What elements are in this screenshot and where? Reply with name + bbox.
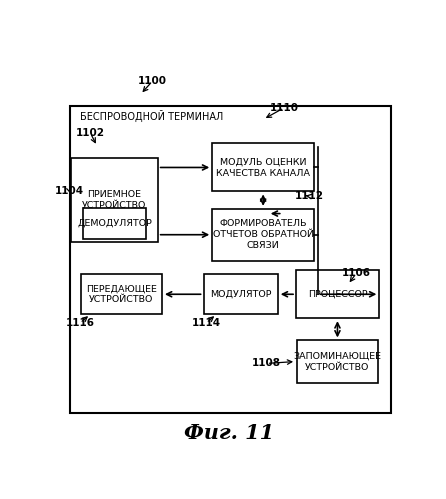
Text: ФОРМИРОВАТЕЛЬ
ОТЧЕТОВ ОБРАТНОЙ
СВЯЗИ: ФОРМИРОВАТЕЛЬ ОТЧЕТОВ ОБРАТНОЙ СВЯЗИ — [213, 219, 314, 250]
Text: 1102: 1102 — [76, 128, 105, 138]
FancyBboxPatch shape — [297, 340, 378, 383]
FancyBboxPatch shape — [212, 143, 314, 192]
Text: 1106: 1106 — [342, 268, 371, 278]
FancyBboxPatch shape — [71, 158, 158, 243]
FancyBboxPatch shape — [83, 208, 146, 239]
FancyBboxPatch shape — [70, 106, 391, 413]
Text: ПЕРЕДАЮЩЕЕ
УСТРОЙСТВО: ПЕРЕДАЮЩЕЕ УСТРОЙСТВО — [86, 284, 157, 304]
Text: Фиг. 11: Фиг. 11 — [183, 423, 274, 443]
Text: МОДУЛЯТОР: МОДУЛЯТОР — [210, 290, 272, 299]
Text: ЗАПОМИНАЮЩЕЕ
УСТРОЙСТВО: ЗАПОМИНАЮЩЕЕ УСТРОЙСТВО — [293, 351, 381, 372]
Text: 1104: 1104 — [55, 186, 84, 196]
Text: ПРОЦЕССОР: ПРОЦЕССОР — [308, 290, 367, 299]
Text: 1114: 1114 — [191, 318, 221, 328]
FancyBboxPatch shape — [296, 270, 379, 318]
Text: МОДУЛЬ ОЦЕНКИ
КАЧЕСТВА КАНАЛА: МОДУЛЬ ОЦЕНКИ КАЧЕСТВА КАНАЛА — [216, 157, 310, 178]
Text: 1100: 1100 — [138, 76, 167, 86]
Text: 1112: 1112 — [295, 191, 324, 201]
FancyBboxPatch shape — [203, 274, 278, 314]
Text: ДЕМОДУЛЯТОР: ДЕМОДУЛЯТОР — [77, 219, 152, 228]
Text: ПРИЕМНОЕ
УСТРОЙСТВО: ПРИЕМНОЕ УСТРОЙСТВО — [83, 190, 147, 210]
Text: 1116: 1116 — [66, 318, 95, 328]
FancyBboxPatch shape — [81, 274, 162, 314]
Text: БЕСПРОВОДНОЙ ТЕРМИНАЛ: БЕСПРОВОДНОЙ ТЕРМИНАЛ — [80, 110, 223, 122]
Text: 1110: 1110 — [269, 103, 298, 113]
FancyBboxPatch shape — [212, 209, 314, 260]
Text: 1108: 1108 — [252, 358, 281, 368]
